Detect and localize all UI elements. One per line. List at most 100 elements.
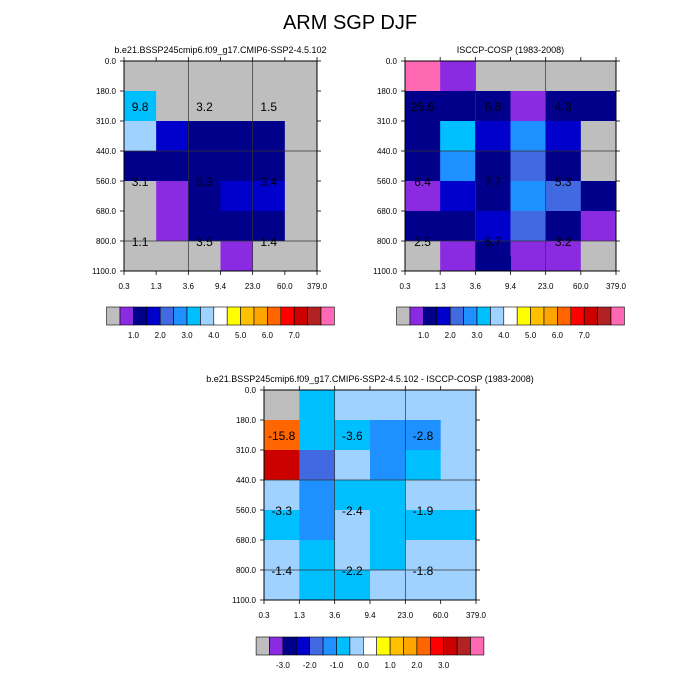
y-tick-label: 310.0	[96, 117, 117, 126]
heatmap-cell	[405, 151, 441, 182]
y-tick-label: 180.0	[236, 416, 257, 425]
x-tick-label: 1.3	[151, 282, 163, 291]
heatmap-cell	[440, 211, 476, 242]
y-tick-label: 180.0	[377, 87, 398, 96]
heatmap-cell	[220, 181, 254, 212]
colorbar-swatch	[293, 306, 308, 326]
colorbar-swatch	[106, 306, 121, 326]
y-tick-label: 800.0	[236, 566, 257, 575]
colorbar-swatch	[322, 636, 337, 656]
heatmap-cell	[405, 91, 441, 122]
heatmap-cell	[475, 61, 511, 92]
colorbar-label: 7.0	[579, 331, 591, 340]
heatmap-cell	[299, 420, 336, 451]
colorbar-swatch	[336, 636, 351, 656]
x-tick-label: 3.6	[329, 611, 341, 620]
heatmap-cell	[370, 510, 406, 541]
cell-value-label: 5.3	[555, 175, 572, 189]
heatmap-cell	[334, 420, 371, 451]
heatmap-cell	[405, 450, 442, 481]
heatmap-cell	[405, 121, 441, 152]
colorbar-label: 3.0	[438, 661, 450, 670]
cell-value-label: -1.9	[413, 504, 434, 518]
colorbar-swatch	[226, 306, 241, 326]
heatmap-cell	[188, 151, 221, 182]
heatmap-cell	[475, 181, 511, 212]
heatmap-cell	[405, 510, 442, 541]
heatmap-cell	[299, 390, 336, 421]
colorbar-swatch	[403, 636, 418, 656]
heatmap-cell	[252, 91, 286, 122]
heatmap-cell	[580, 211, 617, 242]
heatmap-cell	[370, 390, 406, 421]
heatmap-cell	[264, 450, 300, 481]
heatmap-cell	[252, 211, 286, 242]
heatmap-cell	[156, 181, 189, 212]
cell-value-label: 5.3	[196, 175, 213, 189]
colorbar-label: 5.0	[235, 331, 247, 340]
colorbar-label: 1.0	[128, 331, 140, 340]
heatmap-cell	[124, 181, 157, 212]
colorbar-swatch	[282, 636, 297, 656]
heatmap-cell	[475, 151, 511, 182]
heatmap-cell	[580, 151, 617, 182]
y-tick-label: 560.0	[96, 177, 117, 186]
heatmap-cell	[252, 181, 286, 212]
heatmap-cell	[405, 181, 441, 212]
heatmap-cell	[440, 510, 477, 541]
heatmap-cell	[545, 181, 582, 212]
heatmap-cell	[252, 151, 286, 182]
heatmap-cell	[299, 510, 336, 541]
y-tick-label: 680.0	[96, 207, 117, 216]
heatmap-cell	[156, 61, 189, 92]
x-tick-label: 379.0	[606, 282, 627, 291]
y-tick-label: 0.0	[386, 57, 398, 66]
y-tick-label: 180.0	[96, 87, 117, 96]
heatmap-cell	[124, 211, 157, 242]
heatmap-cell	[405, 211, 441, 242]
heatmap-cell	[220, 151, 254, 182]
x-tick-label: 0.3	[118, 282, 130, 291]
cell-value-label: 6.8	[485, 100, 502, 114]
heatmap-cell	[510, 241, 547, 272]
heatmap-cell	[220, 121, 254, 152]
heatmap-cell	[124, 241, 157, 272]
x-tick-label: 60.0	[433, 611, 449, 620]
heatmap-cell	[124, 151, 157, 182]
cell-value-label: 1.5	[260, 100, 277, 114]
heatmap-cell	[510, 61, 547, 92]
colorbar-swatch	[476, 306, 491, 326]
colorbar-swatch	[213, 306, 228, 326]
heatmap-cell	[156, 91, 189, 122]
cell-value-label: 3.4	[260, 175, 277, 189]
heatmap-cell	[220, 241, 254, 272]
heatmap-cell	[124, 121, 157, 152]
heatmap-panel-3: b.e21.BSSP245cmip6.f09_g17.CMIP6-SSP2-4.…	[206, 374, 534, 670]
heatmap-cell	[334, 480, 371, 511]
heatmap-cell	[299, 480, 336, 511]
heatmap-cell	[545, 241, 582, 272]
heatmap-cell	[405, 570, 442, 601]
heatmap-cell	[405, 540, 442, 571]
colorbar-swatch	[280, 306, 295, 326]
colorbar-swatch	[309, 636, 324, 656]
colorbar-label: 4.0	[208, 331, 220, 340]
heatmap-cell	[440, 151, 476, 182]
heatmap-cell	[440, 570, 477, 601]
x-tick-label: 60.0	[573, 282, 589, 291]
heatmap-cell	[264, 420, 300, 451]
cell-value-label: 4.3	[555, 100, 572, 114]
heatmap-cell	[475, 211, 511, 242]
colorbar-swatch	[449, 306, 464, 326]
colorbar-swatch	[530, 306, 545, 326]
colorbar-swatch	[320, 306, 335, 326]
heatmap-cell	[580, 91, 617, 122]
heatmap-cell	[284, 181, 318, 212]
cell-value-label: -1.8	[413, 564, 434, 578]
cell-value-label: 7.7	[485, 175, 502, 189]
heatmap-cell	[156, 151, 189, 182]
colorbar: 1.0 2.0 3.0 4.0 5.0 6.0 7.0	[106, 306, 335, 340]
heatmap-cell	[370, 450, 406, 481]
colorbar-swatch	[409, 306, 424, 326]
heatmap-cell	[252, 121, 286, 152]
